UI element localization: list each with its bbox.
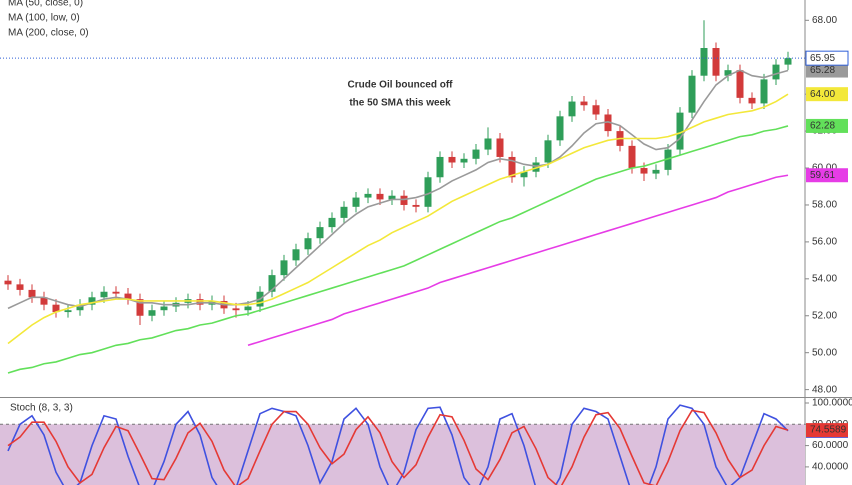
- candle-body: [196, 299, 204, 305]
- plot-area: [4, 20, 792, 374]
- series-line: [7, 125, 789, 374]
- y-tick-label: 60.00: [812, 163, 837, 174]
- y-tick-label: 54.00: [812, 273, 837, 284]
- candle-body: [784, 58, 792, 65]
- plot-area: [0, 404, 805, 485]
- price-badge: [806, 118, 848, 133]
- candle-body: [640, 168, 648, 174]
- price-badge-label: 62.28: [810, 121, 835, 132]
- price-badge-label: 74.5589: [810, 425, 847, 436]
- candle-body: [40, 297, 48, 305]
- candle-body: [544, 140, 552, 163]
- candle-body: [592, 105, 600, 115]
- candle-body: [748, 97, 756, 104]
- candle-body: [16, 284, 24, 290]
- price-badge-label: 65.95: [810, 53, 835, 64]
- candle-body: [760, 79, 768, 104]
- candle-body: [532, 162, 540, 172]
- y-tick-label: 60.0000: [812, 440, 849, 451]
- price-badge: [806, 87, 848, 102]
- candle-body: [316, 227, 324, 239]
- y-tick-label: 100.0000: [812, 398, 852, 409]
- candle-body: [448, 156, 456, 163]
- y-tick-label: 56.00: [812, 237, 837, 248]
- candle-body: [352, 197, 360, 207]
- legend-entry: MA (200, close, 0): [8, 28, 89, 39]
- candle-body: [388, 195, 396, 200]
- candle-body: [280, 260, 288, 276]
- candle-body: [700, 48, 708, 76]
- price-badge: [805, 50, 849, 66]
- candle-body: [568, 101, 576, 117]
- candle-body: [268, 275, 276, 292]
- y-tick-label: 40.0000: [812, 462, 849, 473]
- candle-body: [460, 158, 468, 163]
- candle-body: [340, 206, 348, 218]
- price-badge: [806, 63, 848, 78]
- candle-body: [412, 204, 420, 207]
- series-line: [7, 404, 789, 485]
- candle-body: [508, 156, 516, 178]
- candle-body: [124, 293, 132, 300]
- candle-body: [136, 299, 144, 316]
- candle-body: [100, 291, 108, 298]
- candle-body: [652, 169, 660, 174]
- candle-body: [376, 193, 384, 200]
- annotation: the 50 SMA this week: [349, 98, 451, 109]
- series-line: [7, 409, 789, 485]
- series-line: [7, 69, 789, 310]
- candle-body: [292, 249, 300, 261]
- candle-body: [712, 48, 720, 76]
- annotation: Crude Oil bounced off: [348, 80, 454, 91]
- candle-body: [328, 217, 336, 228]
- candle-body: [688, 75, 696, 113]
- candle-body: [424, 177, 432, 207]
- candle-body: [364, 193, 372, 198]
- series-line: [247, 174, 789, 347]
- candle-body: [604, 114, 612, 132]
- series-line: [7, 93, 789, 345]
- candle-body: [628, 145, 636, 169]
- candle-body: [436, 156, 444, 178]
- y-tick-label: 50.00: [812, 347, 837, 358]
- candle-body: [472, 149, 480, 159]
- candle-body: [676, 112, 684, 150]
- candle-body: [772, 64, 780, 80]
- candle-body: [724, 70, 732, 76]
- candle-body: [736, 70, 744, 98]
- candle-body: [76, 304, 84, 311]
- candle-body: [148, 310, 156, 316]
- candle-body: [556, 116, 564, 141]
- candle-body: [88, 297, 96, 305]
- candle-body: [64, 310, 72, 313]
- legend-entry: MA (50, close, 0): [8, 0, 83, 9]
- price-badge-label: 59.61: [810, 170, 835, 181]
- candle-body: [232, 308, 240, 311]
- y-tick-label: 68.00: [812, 15, 837, 26]
- candle-body: [496, 138, 504, 157]
- candle-body: [112, 291, 120, 294]
- candle-body: [484, 138, 492, 150]
- candle-body: [580, 101, 588, 106]
- candle-body: [520, 171, 528, 178]
- candle-body: [28, 289, 36, 298]
- price-badge: [806, 168, 848, 183]
- y-tick-label: 58.00: [812, 200, 837, 211]
- candle-body: [52, 304, 60, 313]
- candle-body: [160, 306, 168, 311]
- candle-body: [664, 149, 672, 170]
- candle-body: [4, 280, 12, 285]
- candle-body: [304, 238, 312, 250]
- price-badge-label: 64.00: [810, 89, 835, 100]
- candle-body: [244, 306, 252, 311]
- price-badge: [806, 423, 848, 438]
- y-tick-label: 48.00: [812, 384, 837, 395]
- price-badge-label: 65.28: [810, 65, 835, 76]
- panel-title: Stoch (8, 3, 3): [10, 403, 73, 414]
- y-tick-label: 52.00: [812, 310, 837, 321]
- legend-entry: MA (100, low, 0): [8, 13, 80, 24]
- candle-body: [400, 195, 408, 205]
